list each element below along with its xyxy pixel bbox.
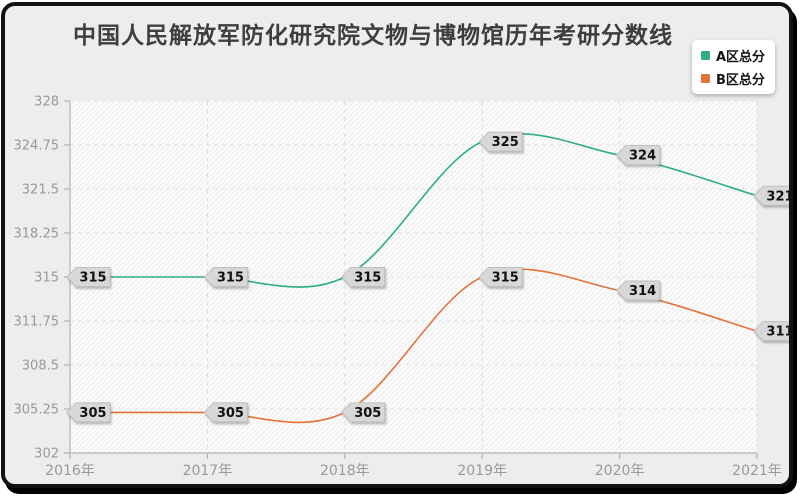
y-tick-label: 318.25 <box>14 227 60 242</box>
point-label-value: 314 <box>629 284 656 299</box>
line-chart: 302 305.25 308.5 311.75 315 318.25 321.5 324.75… <box>14 95 789 479</box>
point-label-tag: 305 <box>203 402 248 423</box>
point-label-value: 315 <box>354 271 381 286</box>
point-label-tag: 311 <box>753 321 793 342</box>
point-label-tag: 315 <box>478 267 523 287</box>
point-label-value: 315 <box>492 271 519 286</box>
chart-title: 中国人民解放军防化研究院文物与博物馆历年考研分数线 <box>73 23 673 49</box>
point-label-value: 311 <box>766 325 793 340</box>
legend-item-a-series[interactable]: A区总分 <box>701 46 765 65</box>
x-tick-label: 2017年 <box>183 463 233 479</box>
chart-card: 302 305.25 308.5 311.75 315 318.25 321.5 324.75… <box>1 2 793 488</box>
point-label-tag: 325 <box>478 131 523 152</box>
legend-marker-icon <box>701 51 710 60</box>
point-label-tag: 315 <box>341 267 386 287</box>
x-tick-label: 2018年 <box>320 463 370 479</box>
y-tick-label: 324.75 <box>14 139 60 154</box>
point-label-value: 305 <box>79 406 106 421</box>
point-label-value: 305 <box>217 406 244 421</box>
legend-label: A区总分 <box>716 50 766 65</box>
point-label-value: 305 <box>354 406 381 421</box>
point-label-value: 321 <box>766 189 793 204</box>
y-tick-label: 315 <box>34 271 59 286</box>
legend-label: B区总分 <box>716 73 765 88</box>
point-label-tag: 315 <box>203 267 248 287</box>
y-tick-label: 302 <box>34 447 59 462</box>
x-tick-label: 2019年 <box>457 463 507 479</box>
y-tick-label: 321.5 <box>22 183 59 198</box>
y-tick-label: 328 <box>34 95 59 110</box>
y-tick-label: 305.25 <box>14 403 60 418</box>
x-tick-label: 2016年 <box>45 463 95 479</box>
point-label-tag: 305 <box>66 402 111 423</box>
point-label-tag: 324 <box>615 145 661 166</box>
point-label-value: 315 <box>217 271 244 286</box>
point-label-tag: 321 <box>753 185 793 206</box>
y-tick-label: 311.75 <box>14 315 60 330</box>
point-label-value: 325 <box>492 135 519 150</box>
y-tick-label: 308.5 <box>22 359 59 374</box>
point-label-value: 315 <box>79 271 106 286</box>
x-tick-label: 2020年 <box>595 463 645 479</box>
point-label-value: 324 <box>629 149 656 164</box>
legend-marker-icon <box>701 74 710 83</box>
legend-item-b-series[interactable]: B区总分 <box>701 69 765 88</box>
legend: A区总分 B区总分 <box>692 40 776 94</box>
point-label-tag: 305 <box>341 402 386 423</box>
x-tick-label: 2021年 <box>732 463 782 479</box>
point-label-tag: 315 <box>66 267 111 287</box>
point-label-tag: 314 <box>615 280 661 301</box>
